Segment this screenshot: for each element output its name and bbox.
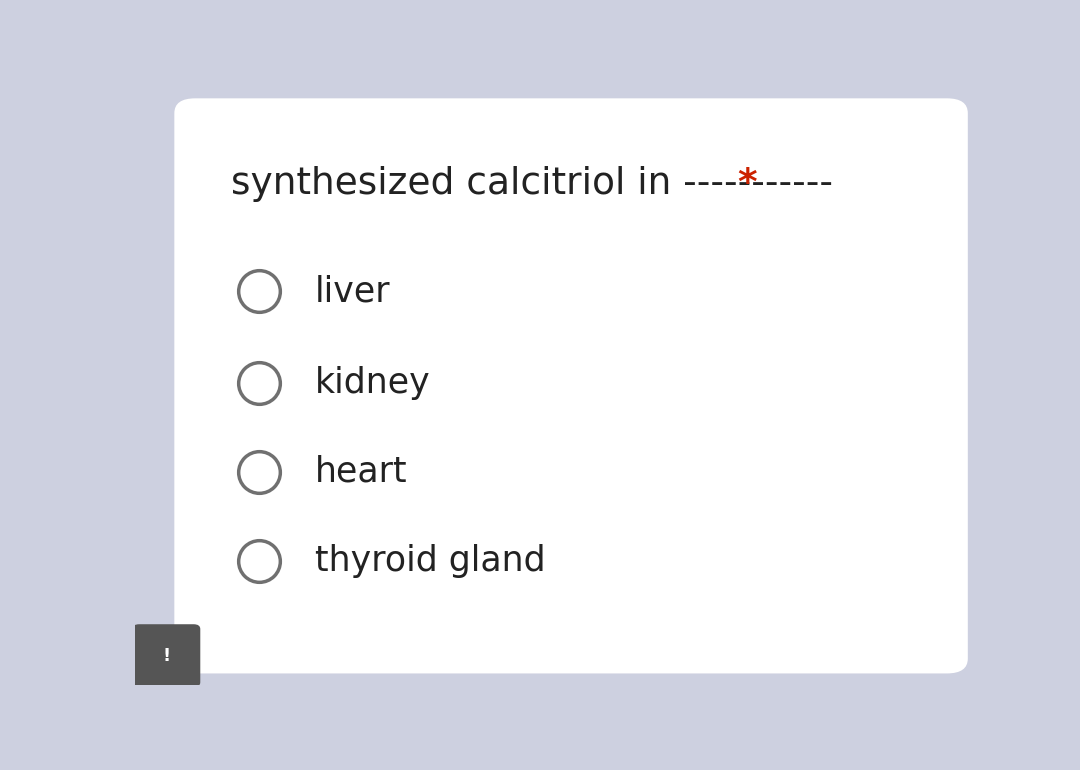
Text: liver: liver xyxy=(315,274,391,308)
Point xyxy=(251,466,268,478)
Text: *: * xyxy=(738,166,757,203)
FancyBboxPatch shape xyxy=(174,99,968,674)
Text: heart: heart xyxy=(315,455,407,489)
Point xyxy=(251,554,268,567)
Point xyxy=(251,285,268,297)
Point xyxy=(251,377,268,389)
Text: synthesized calcitriol in -----------: synthesized calcitriol in ----------- xyxy=(231,166,846,203)
Text: !: ! xyxy=(162,647,171,665)
FancyBboxPatch shape xyxy=(133,624,200,687)
Text: thyroid gland: thyroid gland xyxy=(315,544,545,578)
Text: kidney: kidney xyxy=(315,366,431,400)
